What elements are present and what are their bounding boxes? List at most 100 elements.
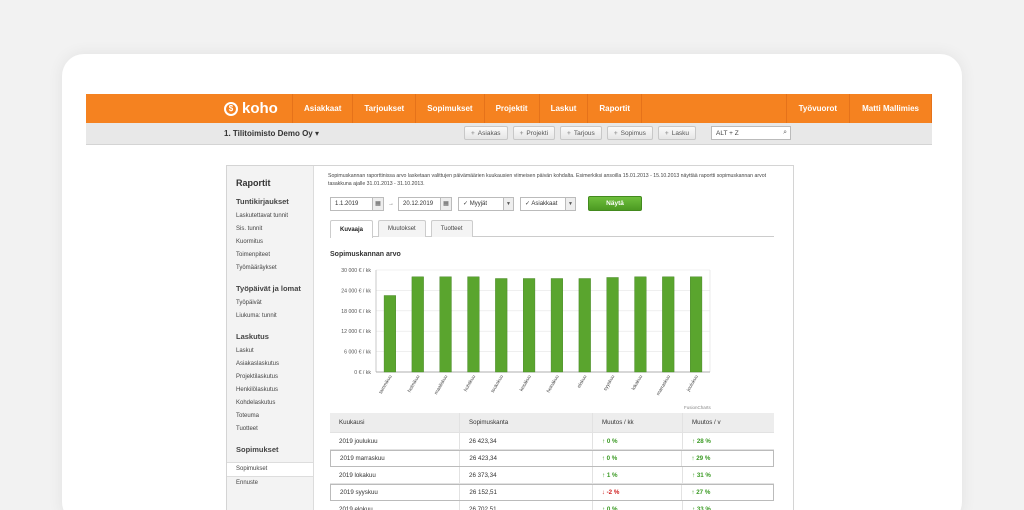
nav-item-projektit[interactable]: Projektit: [483, 94, 539, 123]
report-tabs: Kuvaaja Muutokset Tuotteet: [330, 220, 774, 238]
x-tick-label: heinäkuu: [546, 374, 561, 394]
sidebar-item-tuotteet[interactable]: Tuotteet: [236, 426, 258, 432]
table-row[interactable]: 2019 lokakuu 26 373,34 ↑ 1 % ↑ 31 %: [330, 467, 774, 484]
sidebar-item-henkilolaskutus[interactable]: Henkilölaskutus: [236, 387, 279, 393]
cell-value: 26 423,34: [460, 433, 593, 449]
sidebar-item-asiakaslaskutus[interactable]: Asiakaslaskutus: [236, 361, 280, 367]
table-row[interactable]: 2019 joulukuu 26 423,34 ↑ 0 % ↑ 28 %: [330, 433, 774, 450]
tab-tuotteet[interactable]: Tuotteet: [430, 220, 473, 237]
cell-mom: ↑ 0 %: [593, 451, 683, 466]
quick-add-label: Tarjous: [573, 129, 595, 137]
sidebar-item-kohdelaskutus[interactable]: Kohdelaskutus: [236, 400, 276, 406]
sidebar-section-laskutus: Laskutus: [236, 332, 269, 341]
company-selector[interactable]: 1. Tilitoimisto Demo Oy ▾: [224, 129, 319, 138]
y-tick-label: 18 000 € / kk: [341, 309, 371, 315]
search-value: ALT + Z: [716, 129, 739, 137]
y-tick-label: 0 € / kk: [354, 370, 371, 376]
nav-item-tarjoukset[interactable]: Tarjoukset: [352, 94, 415, 123]
cell-value-value: 26 423,34: [469, 437, 497, 445]
cell-yoy: ↑ 29 %: [682, 451, 773, 466]
cell-month: 2019 joulukuu: [330, 433, 460, 449]
sidebar-item-kuormitus[interactable]: Kuormitus: [236, 239, 264, 245]
logo-mark-icon: $: [224, 101, 238, 116]
table-row[interactable]: 2019 syyskuu 26 152,51 ↓ -2 % ↑ 27 %: [330, 484, 774, 501]
show-button[interactable]: Näytä: [588, 196, 642, 211]
bar: [550, 278, 563, 373]
cell-yoy: ↑ 27 %: [682, 485, 773, 500]
nav-item-asiakkaat[interactable]: Asiakkaat: [292, 94, 352, 123]
sidebar-item-laskutettavat-tunnit[interactable]: Laskutettavat tunnit: [236, 213, 289, 219]
sidebar-item-toimenpiteet[interactable]: Toimenpiteet: [236, 252, 271, 258]
contract-table: Kuukausi Sopimuskanta Muutos / kk Muutos / …: [330, 413, 774, 510]
search-icon[interactable]: ⌕: [783, 129, 787, 136]
cell-yoy-value: ↑ 27 %: [691, 489, 711, 496]
calendar-icon[interactable]: ▦: [372, 196, 384, 211]
customers-select[interactable]: ✓ Asiakkaat ▼: [520, 196, 576, 211]
customers-select-label: ✓ Asiakkaat: [525, 201, 558, 207]
bar: [439, 276, 452, 373]
chart-credit: FusionCharts: [684, 405, 711, 410]
cell-mom-value: ↑ 0 %: [601, 455, 618, 462]
x-tick-label: lokakuu: [631, 374, 645, 392]
cell-yoy-value: ↑ 28 %: [692, 437, 711, 445]
calendar-icon[interactable]: ▦: [440, 196, 452, 211]
cell-yoy: ↑ 33 %: [683, 501, 774, 510]
sidebar-item-liukuma-tunnit[interactable]: Liukuma: tunnit: [236, 313, 277, 319]
nav-item-laskut[interactable]: Laskut: [538, 94, 588, 123]
sidebar-item-laskut[interactable]: Laskut: [236, 348, 254, 354]
add-projekti-button[interactable]: + Projekti: [512, 126, 556, 140]
cell-month-value: 2019 marraskuu: [340, 455, 385, 462]
add-sopimus-button[interactable]: + Sopimus: [606, 126, 653, 140]
quick-add-label: Projekti: [526, 129, 549, 137]
cell-yoy: ↑ 28 %: [683, 433, 774, 449]
nav-item-tyovuorot[interactable]: Työvuorot: [785, 94, 850, 123]
x-tick-label: elokuu: [576, 374, 588, 390]
cell-month: 2019 lokakuu: [330, 467, 460, 483]
x-tick-label: joulukuu: [685, 374, 700, 394]
koho-logo[interactable]: $ koho: [86, 94, 292, 123]
table-row[interactable]: 2019 elokuu 26 702,51 ↑ 0 % ↑ 33 %: [330, 501, 774, 510]
table-row[interactable]: 2019 marraskuu 26 423,34 ↑ 0 % ↑ 29 %: [330, 450, 774, 467]
user-nav: Työvuorot Matti Mallimies: [785, 94, 932, 123]
bar: [467, 276, 480, 373]
cell-mom-value: ↓ -2 %: [601, 489, 620, 496]
cell-value: 26 152,51: [460, 485, 593, 500]
cell-mom: ↓ -2 %: [593, 485, 683, 500]
sidebar-section-tuntikirjaukset: Tuntikirjaukset: [236, 197, 289, 206]
cell-month-value: 2019 lokakuu: [339, 471, 376, 479]
sellers-select[interactable]: ✓ Myyjät ▼: [458, 196, 514, 211]
date-from-field[interactable]: 1.1.2019 ▦: [330, 196, 384, 211]
sidebar-item-sopimukset[interactable]: Sopimukset: [227, 462, 313, 477]
quick-add-label: Sopimus: [620, 129, 646, 137]
sub-toolbar: 1. Tilitoimisto Demo Oy ▾ + Asiakas + Proje…: [86, 123, 932, 145]
tab-kuvaaja[interactable]: Kuvaaja: [330, 220, 374, 238]
sidebar-item-ennuste[interactable]: Ennuste: [236, 480, 259, 486]
bar: [523, 278, 536, 373]
add-asiakas-button[interactable]: + Asiakas: [464, 126, 508, 140]
date-to-field[interactable]: 20.12.2019 ▦: [398, 196, 452, 211]
nav-item-sopimukset[interactable]: Sopimukset: [415, 94, 483, 123]
cell-yoy-value: ↑ 29 %: [691, 455, 711, 462]
tab-muutokset[interactable]: Muutokset: [378, 220, 426, 237]
table-header-row: Kuukausi Sopimuskanta Muutos / kk Muutos / …: [330, 413, 774, 433]
add-tarjous-button[interactable]: + Tarjous: [560, 126, 602, 140]
nav-item-raportit[interactable]: Raportit: [587, 94, 643, 123]
cell-month-value: 2019 joulukuu: [339, 437, 378, 445]
y-tick-label: 6 000 € / kk: [344, 350, 371, 356]
sidebar-item-toteuma[interactable]: Toteuma: [236, 413, 260, 419]
bar: [578, 278, 591, 373]
column-header-muutos-kk: Muutos / kk: [593, 413, 683, 432]
bar: [606, 277, 619, 373]
search-input[interactable]: ALT + Z ⌕: [711, 126, 791, 140]
sidebar-item-tyomaaraykset[interactable]: Työmääräykset: [236, 265, 277, 271]
cell-value-value: 26 373,34: [469, 471, 497, 479]
sidebar-item-tyopaivat[interactable]: Työpäivät: [236, 300, 262, 306]
sidebar-item-sis-tunnit[interactable]: Sis. tunnit: [236, 226, 263, 232]
plus-icon: +: [519, 129, 524, 137]
add-lasku-button[interactable]: + Lasku: [657, 126, 697, 140]
column-header-kuukausi: Kuukausi: [330, 413, 460, 432]
x-tick-label: huhtikuu: [463, 374, 477, 393]
nav-item-matti-mallimies[interactable]: Matti Mallimies: [849, 94, 932, 123]
sidebar-item-projektilaskutus[interactable]: Projektilaskutus: [236, 374, 279, 380]
reports-sidebar: Raportit Tuntikirjaukset Laskutettavat tu…: [227, 166, 314, 510]
